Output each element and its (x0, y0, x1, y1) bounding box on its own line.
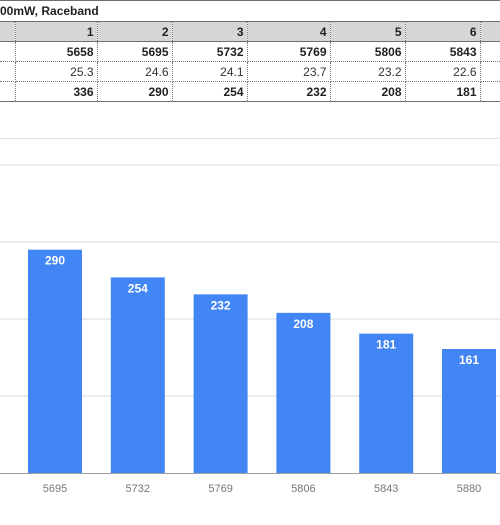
data-label: 161 (459, 353, 479, 367)
x-tick-label: 5806 (291, 483, 315, 495)
table-cell[interactable]: 23.2 (329, 61, 406, 82)
table-row-result: 336 290 254 232 208 181 (0, 81, 500, 102)
table-row-value: 25.3 24.6 24.1 23.7 23.2 22.6 (0, 61, 500, 82)
sheet-title-cell[interactable]: 00mW, Raceband (0, 1, 500, 22)
table-cell[interactable]: 254 (171, 81, 248, 102)
table-cell[interactable]: 25.3 (14, 61, 98, 82)
data-label: 290 (45, 254, 65, 268)
table-cell[interactable]: 24.6 (96, 61, 173, 82)
row-header-cell[interactable] (0, 81, 16, 102)
table-cell[interactable]: 208 (329, 81, 406, 102)
column-header-3[interactable]: 3 (171, 21, 248, 42)
column-header-empty[interactable] (479, 21, 500, 42)
gridlines (0, 164, 500, 474)
x-tick-label: 5732 (126, 483, 150, 495)
bar-5769[interactable] (193, 294, 248, 473)
table-cell[interactable] (479, 61, 500, 82)
bar-5806[interactable] (276, 312, 331, 473)
table-cell[interactable]: 181 (404, 81, 481, 102)
column-header-6[interactable]: 6 (404, 21, 481, 42)
data-label: 232 (211, 298, 231, 312)
table-cell[interactable]: 290 (96, 81, 173, 102)
table-cell[interactable]: 23.7 (246, 61, 331, 82)
row-header-cell[interactable] (0, 41, 16, 62)
column-header-5[interactable]: 5 (329, 21, 406, 42)
row-header-cell[interactable] (0, 61, 16, 82)
x-tick-label: 5880 (457, 483, 481, 495)
row-header-cell[interactable] (0, 21, 16, 42)
bar-5843[interactable] (359, 333, 414, 473)
data-label: 254 (128, 281, 148, 295)
table-cell[interactable] (479, 41, 500, 62)
table-cell[interactable]: 336 (14, 81, 98, 102)
table-cell[interactable]: 5806 (329, 41, 406, 62)
bar-5695[interactable] (28, 249, 82, 473)
table-cell[interactable]: 5695 (96, 41, 173, 62)
data-label: 208 (293, 317, 313, 331)
table-cell[interactable]: 5769 (246, 41, 331, 62)
bar-5880[interactable] (442, 349, 496, 473)
table-cell[interactable] (479, 81, 500, 102)
table-cell[interactable]: 5658 (14, 41, 98, 62)
data-label: 181 (376, 338, 396, 352)
column-header-1[interactable]: 1 (14, 21, 98, 42)
x-axis: 5695 5732 5769 5806 5843 5880 (43, 483, 481, 495)
table-row-frequency: 5658 5695 5732 5769 5806 5843 (0, 41, 500, 62)
column-header-2[interactable]: 2 (96, 21, 173, 42)
table-cell[interactable]: 232 (246, 81, 331, 102)
spreadsheet-table: 00mW, Raceband 1 2 3 4 5 6 5658 5695 573… (0, 0, 500, 119)
x-tick-label: 5843 (374, 483, 398, 495)
table-cell[interactable]: 24.1 (171, 61, 248, 82)
chart-top-border (0, 138, 500, 139)
x-tick-label: 5695 (43, 483, 67, 495)
column-header-4[interactable]: 4 (246, 21, 331, 42)
x-tick-label: 5769 (208, 483, 232, 495)
table-cell[interactable]: 5732 (171, 41, 248, 62)
table-cell[interactable]: 22.6 (404, 61, 481, 82)
bar-5732[interactable] (110, 277, 165, 473)
table-cell[interactable]: 5843 (404, 41, 481, 62)
bar-series[interactable] (28, 249, 496, 473)
data-labels: 290 254 232 208 181 161 (45, 254, 479, 367)
column-header-row: 1 2 3 4 5 6 (0, 21, 500, 42)
